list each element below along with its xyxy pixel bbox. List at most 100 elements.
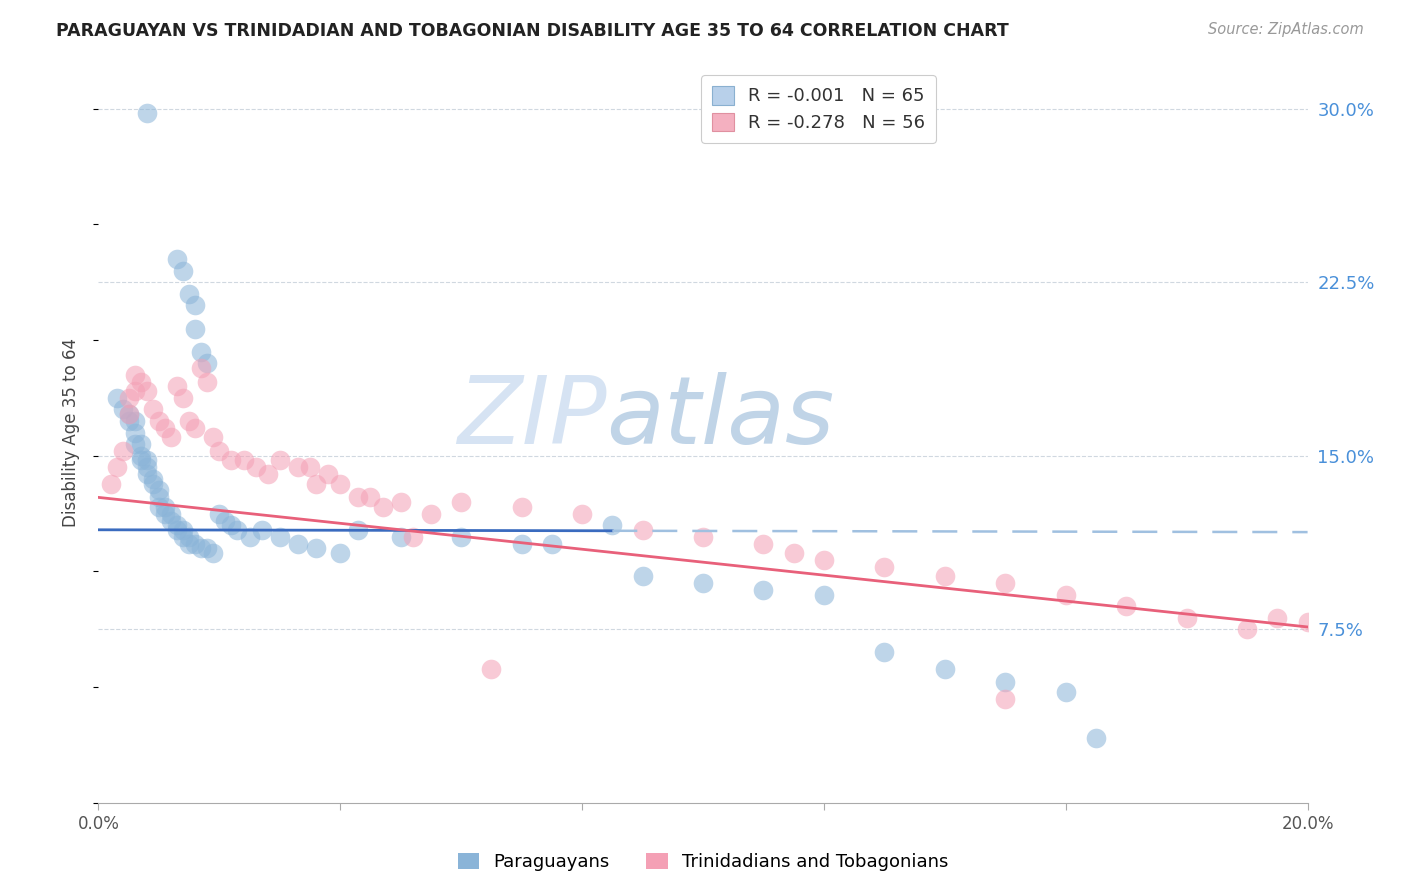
Point <box>232 453 254 467</box>
Point <box>299 460 322 475</box>
Point <box>1115 599 1137 614</box>
Point <box>118 407 141 421</box>
Point <box>190 360 212 375</box>
Point <box>172 530 194 544</box>
Point <box>934 569 956 583</box>
Point <box>316 467 339 482</box>
Point <box>129 453 152 467</box>
Point <box>287 460 309 475</box>
Point <box>184 421 207 435</box>
Point <box>129 375 152 389</box>
Point <box>221 518 243 533</box>
Text: Source: ZipAtlas.com: Source: ZipAtlas.com <box>1208 22 1364 37</box>
Point <box>389 495 412 509</box>
Text: PARAGUAYAN VS TRINIDADIAN AND TOBAGONIAN DISABILITY AGE 35 TO 64 CORRELATION CHA: PARAGUAYAN VS TRINIDADIAN AND TOBAGONIAN… <box>56 22 1010 40</box>
Point <box>142 472 165 486</box>
Point <box>226 523 249 537</box>
Point <box>571 507 593 521</box>
Point <box>195 541 218 556</box>
Point <box>166 252 188 266</box>
Point <box>111 402 134 417</box>
Point <box>124 437 146 451</box>
Point <box>105 460 128 475</box>
Point <box>692 576 714 591</box>
Point <box>124 368 146 382</box>
Point <box>402 530 425 544</box>
Point <box>142 476 165 491</box>
Point <box>148 414 170 428</box>
Point <box>118 407 141 421</box>
Point <box>184 298 207 312</box>
Point <box>124 384 146 398</box>
Point <box>540 536 562 550</box>
Point <box>287 536 309 550</box>
Point <box>111 444 134 458</box>
Point <box>190 541 212 556</box>
Point <box>135 384 157 398</box>
Point <box>166 379 188 393</box>
Point <box>631 523 654 537</box>
Point <box>166 518 188 533</box>
Point <box>631 569 654 583</box>
Point <box>305 541 328 556</box>
Point <box>347 523 370 537</box>
Point <box>148 491 170 505</box>
Point <box>118 414 141 428</box>
Point <box>172 391 194 405</box>
Point <box>692 530 714 544</box>
Point <box>481 662 503 676</box>
Point <box>752 582 775 597</box>
Point <box>1054 588 1077 602</box>
Point <box>179 530 201 544</box>
Point <box>450 530 472 544</box>
Point <box>184 321 207 335</box>
Point <box>256 467 278 482</box>
Point <box>269 453 291 467</box>
Point <box>347 491 370 505</box>
Point <box>100 476 122 491</box>
Point <box>124 425 146 440</box>
Point <box>160 430 183 444</box>
Legend: R = -0.001   N = 65, R = -0.278   N = 56: R = -0.001 N = 65, R = -0.278 N = 56 <box>702 75 936 143</box>
Point <box>160 507 183 521</box>
Point <box>329 476 352 491</box>
Point <box>994 691 1017 706</box>
Point <box>195 356 218 370</box>
Point <box>420 507 443 521</box>
Point <box>1267 610 1289 624</box>
Point <box>783 546 806 560</box>
Point <box>245 460 267 475</box>
Point <box>269 530 291 544</box>
Point <box>129 437 152 451</box>
Point <box>1085 731 1108 745</box>
Point <box>813 553 835 567</box>
Point <box>179 286 201 301</box>
Point <box>135 106 157 120</box>
Point <box>135 460 157 475</box>
Point <box>994 576 1017 591</box>
Point <box>450 495 472 509</box>
Point <box>160 514 183 528</box>
Point <box>195 375 218 389</box>
Point <box>371 500 394 514</box>
Point <box>190 344 212 359</box>
Point <box>148 483 170 498</box>
Point <box>153 500 176 514</box>
Point <box>873 559 896 574</box>
Point <box>135 467 157 482</box>
Legend: Paraguayans, Trinidadians and Tobagonians: Paraguayans, Trinidadians and Tobagonian… <box>450 846 956 879</box>
Point <box>221 453 243 467</box>
Point <box>166 523 188 537</box>
Point <box>184 536 207 550</box>
Point <box>202 546 225 560</box>
Text: ZIP: ZIP <box>457 372 606 463</box>
Point <box>142 402 165 417</box>
Point <box>1236 622 1258 636</box>
Point <box>752 536 775 550</box>
Point <box>105 391 128 405</box>
Point <box>208 507 231 521</box>
Point <box>153 421 176 435</box>
Point <box>129 449 152 463</box>
Point <box>172 263 194 277</box>
Point <box>305 476 328 491</box>
